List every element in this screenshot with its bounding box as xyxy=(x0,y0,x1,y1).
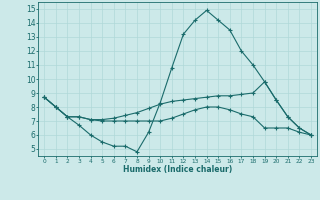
X-axis label: Humidex (Indice chaleur): Humidex (Indice chaleur) xyxy=(123,165,232,174)
